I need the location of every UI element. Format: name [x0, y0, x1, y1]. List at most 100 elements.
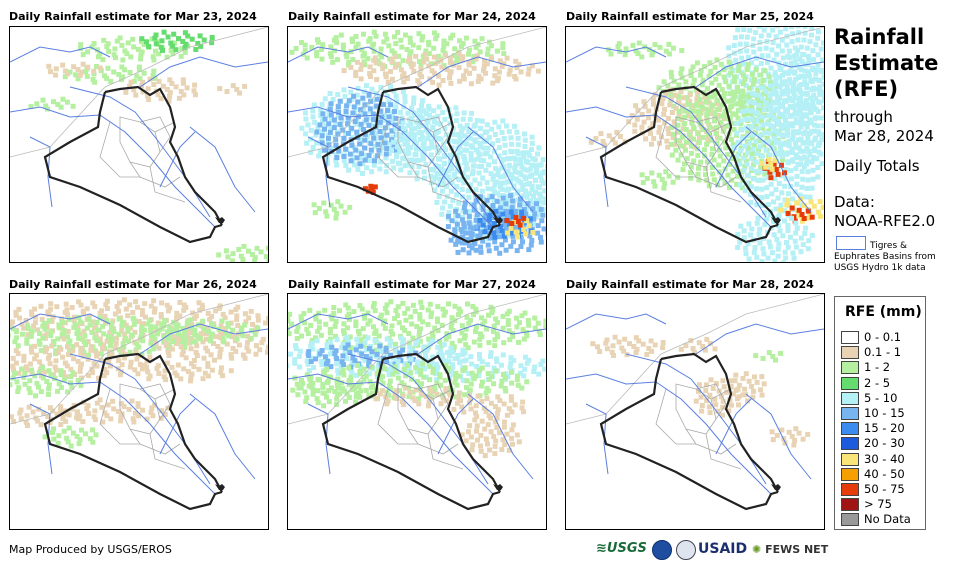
map-credit: Map Produced by USGS/EROS — [9, 543, 172, 556]
usaid-logo: USAID — [698, 541, 748, 557]
legend-swatch — [841, 361, 859, 375]
iraq-border — [382, 352, 501, 493]
river-basin-line — [566, 373, 772, 495]
rainfall-field — [588, 27, 824, 262]
country-boundary — [10, 294, 268, 425]
basin-legend-text: Tigres & Euphrates Basins from USGS Hydr… — [834, 241, 936, 274]
river-basin-line — [29, 403, 53, 475]
admin-boundary — [99, 121, 140, 178]
river-basin-line — [467, 393, 534, 480]
legend-label: 50 - 75 — [864, 482, 905, 496]
admin-boundary — [407, 161, 459, 188]
iraq-border — [43, 358, 223, 511]
river-basin-line — [69, 86, 211, 218]
admin-boundary — [432, 121, 454, 133]
admin-boundary — [139, 116, 171, 153]
iraq-border — [104, 352, 223, 493]
iraq-border — [43, 91, 223, 244]
river-basin-line — [437, 131, 474, 188]
admin-boundary — [710, 388, 732, 400]
river-basin-line — [566, 46, 667, 63]
river-basin-line — [467, 126, 534, 213]
legend-swatch — [841, 376, 859, 390]
gulf-coast — [771, 484, 781, 490]
fewsnet-icon: ✺ — [752, 543, 762, 556]
river-basin-line — [417, 323, 546, 355]
river-basin-line — [417, 56, 546, 88]
admin-boundary — [397, 383, 439, 435]
iraq-border — [599, 358, 779, 511]
legend-label: 2 - 5 — [864, 375, 891, 390]
river-basin-line — [288, 373, 494, 495]
river-basin-line — [10, 373, 216, 495]
admin-boundary — [129, 428, 181, 455]
river-basin-line — [288, 313, 389, 330]
river-basin-line — [159, 131, 196, 188]
legend-swatch — [841, 391, 859, 405]
legend-label: No Data — [864, 512, 911, 527]
gulf-coast — [215, 484, 225, 490]
data-label: Data: — [834, 193, 875, 211]
legend-swatch — [841, 422, 859, 436]
legend-swatch — [841, 452, 859, 466]
iraq-border — [660, 352, 779, 493]
rfe-title-line3: (RFE) — [834, 77, 899, 101]
rainfall-field — [590, 312, 811, 448]
through-label: through — [834, 108, 893, 126]
admin-boundary — [129, 161, 181, 188]
legend-label: 30 - 40 — [864, 451, 905, 466]
admin-boundary — [149, 433, 186, 470]
daily-totals-label: Daily Totals — [834, 157, 920, 175]
rainfall-map-mar24 — [287, 26, 547, 263]
admin-boundary — [655, 388, 696, 445]
country-boundary — [566, 294, 824, 425]
river-basin-line — [288, 106, 494, 228]
iraq-border — [104, 85, 223, 226]
river-basin-line — [307, 136, 331, 208]
gulf-coast — [215, 217, 225, 223]
admin-boundary — [432, 388, 454, 400]
rfe-title-line2: Estimate — [834, 51, 939, 75]
admin-boundary — [710, 121, 732, 133]
legend-swatch — [841, 498, 859, 512]
legend-swatch — [841, 346, 859, 360]
admin-boundary — [154, 121, 176, 133]
legend-label: 0.1 - 1 — [864, 345, 902, 360]
iraq-border — [382, 85, 501, 226]
legend-label: > 75 — [864, 497, 892, 512]
panel-title-mar25: Daily Rainfall estimate for Mar 25, 2024 — [566, 10, 814, 23]
rainfall-field — [28, 29, 268, 262]
legend-label: 15 - 20 — [864, 421, 905, 436]
river-basin-line — [189, 393, 256, 480]
rainfall-field — [10, 297, 268, 449]
fewsnet-logo: ✺ FEWS NET — [752, 543, 829, 556]
country-boundary — [10, 27, 268, 158]
admin-boundary — [705, 166, 742, 203]
river-basin-line — [437, 398, 474, 455]
panel-title-mar23: Daily Rainfall estimate for Mar 23, 2024 — [9, 10, 257, 23]
admin-boundary — [377, 388, 418, 445]
admin-boundary — [685, 161, 737, 188]
basin-legend-line1: Tigres & — [870, 241, 908, 251]
iraq-border — [321, 358, 501, 511]
legend-title: RFE (mm) — [845, 304, 922, 320]
admin-boundary — [149, 166, 186, 203]
rainfall-map-mar26 — [9, 293, 269, 530]
river-basin-line — [10, 46, 111, 63]
through-date: Mar 28, 2024 — [834, 127, 934, 145]
dhs-seal-logo — [676, 540, 696, 560]
river-basin-line — [695, 323, 824, 355]
rainfall-map-mar23 — [9, 26, 269, 263]
iraq-border — [660, 85, 779, 226]
panel-title-mar28: Daily Rainfall estimate for Mar 28, 2024 — [566, 278, 814, 291]
legend-swatch — [841, 483, 859, 496]
river-basin-line — [288, 46, 389, 63]
river-basin-line — [566, 313, 667, 330]
usgs-logo: ≋USGS — [596, 541, 647, 556]
admin-boundary — [377, 121, 418, 178]
panel-title-mar27: Daily Rainfall estimate for Mar 27, 2024 — [288, 278, 536, 291]
admin-boundary — [705, 433, 742, 470]
country-boundary — [288, 294, 546, 425]
river-basin-line — [307, 403, 331, 475]
